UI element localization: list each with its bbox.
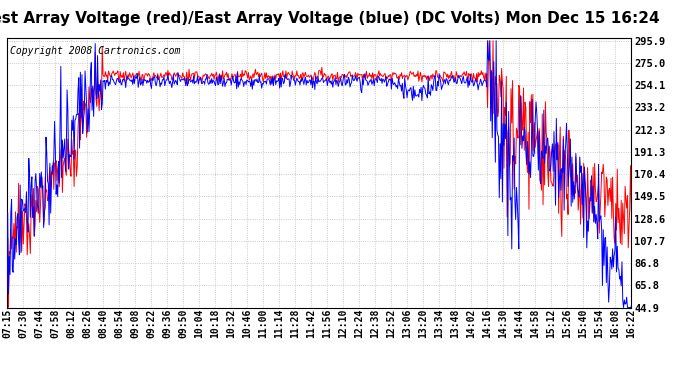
- Text: Copyright 2008 Cartronics.com: Copyright 2008 Cartronics.com: [10, 46, 180, 56]
- Text: West Array Voltage (red)/East Array Voltage (blue) (DC Volts) Mon Dec 15 16:24: West Array Voltage (red)/East Array Volt…: [0, 11, 660, 26]
